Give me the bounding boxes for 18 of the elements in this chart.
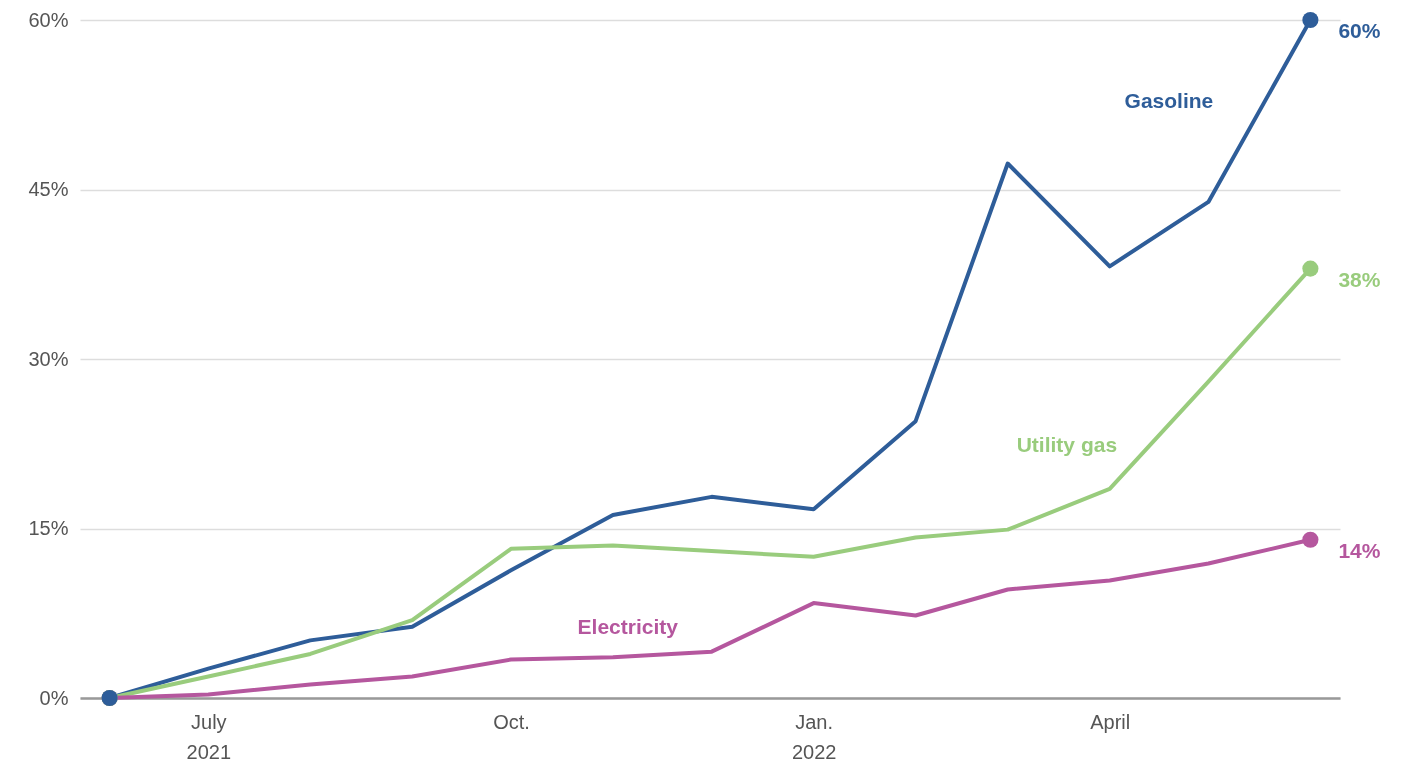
- x-tick-label: Jan. 2022: [791, 710, 837, 763]
- series-label: Electricity: [577, 615, 679, 639]
- y-tick-label: 45%: [28, 178, 69, 200]
- point: [1302, 531, 1319, 548]
- y-tick-label: 60%: [28, 8, 69, 31]
- point: [1302, 260, 1319, 277]
- x-tick-label: Oct.: [493, 710, 530, 733]
- x-tick-label: April: [1090, 710, 1131, 733]
- series-label: Gasoline: [1124, 88, 1214, 112]
- y-tick-label: 30%: [28, 347, 69, 370]
- point: [1302, 11, 1319, 29]
- x-tick-label: July 2021: [186, 710, 232, 763]
- data-label: 38%: [1338, 267, 1381, 291]
- series-label: Utility gas: [1016, 433, 1118, 457]
- y-tick-label: 0%: [39, 686, 69, 709]
- data-label: 14%: [1338, 538, 1381, 562]
- data-label: 60%: [1338, 19, 1381, 42]
- y-tick-label: 15%: [28, 517, 69, 539]
